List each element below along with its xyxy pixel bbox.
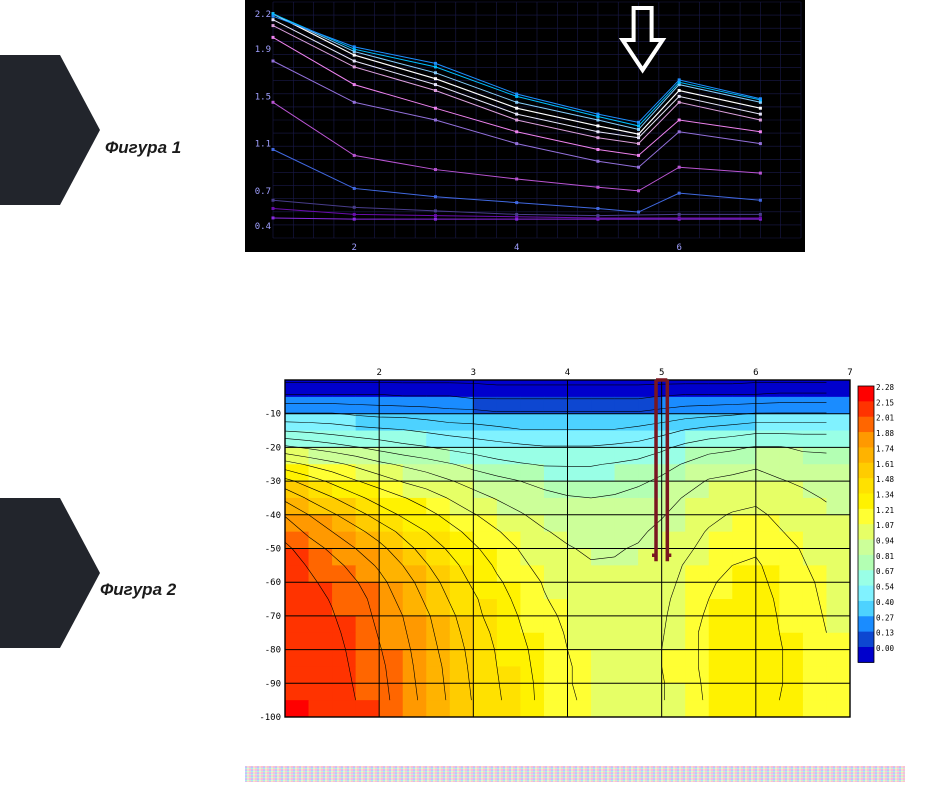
svg-text:-20: -20	[265, 443, 281, 453]
svg-text:2.2: 2.2	[255, 10, 271, 20]
svg-text:-60: -60	[265, 578, 281, 588]
svg-text:2.15: 2.15	[876, 398, 894, 407]
figure1-label: Фигура 1	[105, 138, 181, 158]
svg-text:0.54: 0.54	[876, 583, 895, 592]
svg-text:3: 3	[471, 368, 476, 378]
svg-text:-100: -100	[259, 713, 281, 722]
svg-text:1.07: 1.07	[876, 521, 894, 530]
svg-text:1.48: 1.48	[876, 475, 895, 484]
svg-text:1.21: 1.21	[876, 506, 894, 515]
svg-text:-90: -90	[265, 679, 281, 689]
line-chart-fig1: 2 4 6 0.4 0.7 1.1 1.5 1.9 2.2	[245, 0, 805, 252]
svg-text:0.00: 0.00	[876, 644, 895, 653]
svg-text:5: 5	[659, 368, 664, 378]
svg-text:-70: -70	[265, 612, 281, 622]
svg-text:0.94: 0.94	[876, 537, 895, 546]
pentagon-fig2	[0, 498, 100, 648]
svg-text:1.34: 1.34	[876, 490, 895, 499]
svg-text:0.27: 0.27	[876, 613, 894, 622]
svg-text:1.74: 1.74	[876, 444, 895, 453]
svg-text:0.13: 0.13	[876, 629, 894, 638]
svg-text:6: 6	[753, 368, 758, 378]
svg-text:1.9: 1.9	[255, 45, 271, 55]
svg-text:0.7: 0.7	[255, 187, 271, 197]
svg-text:2.01: 2.01	[876, 414, 894, 423]
svg-text:-40: -40	[265, 511, 281, 521]
svg-text:1.5: 1.5	[255, 92, 271, 102]
svg-text:7: 7	[847, 368, 852, 378]
pentagon-fig1	[0, 55, 100, 205]
svg-text:2: 2	[352, 243, 357, 252]
svg-text:2.28: 2.28	[876, 383, 895, 392]
figure2-label: Фигура 2	[100, 580, 176, 600]
svg-text:0.4: 0.4	[255, 222, 271, 232]
svg-text:0.81: 0.81	[876, 552, 894, 561]
svg-text:6: 6	[676, 243, 681, 252]
svg-text:-10: -10	[265, 410, 281, 420]
svg-text:1.1: 1.1	[255, 140, 271, 150]
svg-text:2: 2	[376, 368, 381, 378]
svg-text:0.40: 0.40	[876, 598, 895, 607]
svg-text:1.88: 1.88	[876, 429, 895, 438]
svg-text:0.67: 0.67	[876, 567, 894, 576]
svg-text:-50: -50	[265, 545, 281, 555]
svg-text:4: 4	[565, 368, 570, 378]
svg-text:-80: -80	[265, 646, 281, 656]
svg-text:1.61: 1.61	[876, 460, 894, 469]
noise-bar	[245, 766, 905, 782]
svg-text:-30: -30	[265, 477, 281, 487]
contour-chart-fig2: 2 3 4 5 6 7 -10 -20 -30 -40 -50 -60 -70 -80 -90 -100 2.2…	[245, 362, 905, 722]
svg-text:4: 4	[514, 243, 519, 252]
